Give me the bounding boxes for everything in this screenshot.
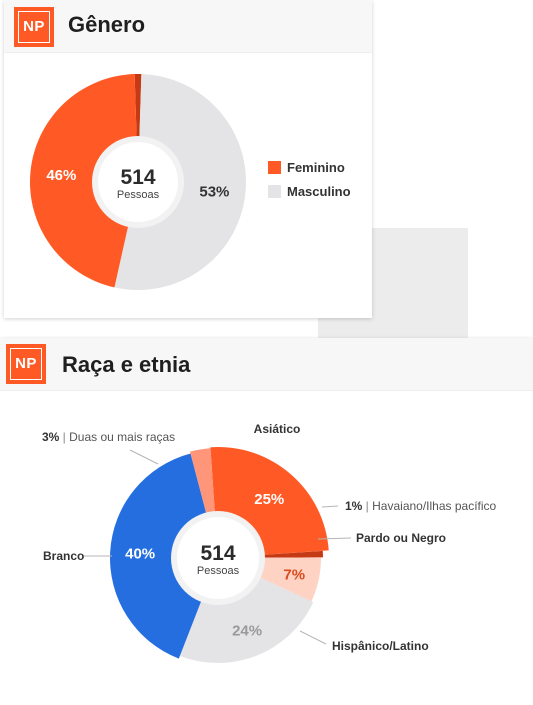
race-center-disc bbox=[177, 517, 259, 599]
race-outside-label-havaiano-ilhas-pacifico: 1% | Havaiano/Ilhas pacífico bbox=[345, 499, 497, 513]
race-value-label-asiatico: 25% bbox=[254, 491, 284, 508]
race-slice-branco bbox=[109, 453, 218, 659]
race-outside-label-asiatico: Asiático bbox=[254, 422, 301, 436]
legend-label-masculino: Masculino bbox=[287, 184, 351, 199]
race-outside-pct-havaiano-ilhas-pacifico: 1% bbox=[345, 499, 363, 513]
np-logo: NP bbox=[6, 344, 46, 384]
race-card: NP Raça e etnia 25% 7% 24% 40% Asiático 1% |… bbox=[0, 338, 533, 705]
race-card-header: NP Raça e etnia bbox=[0, 338, 533, 391]
np-logo-text: NP bbox=[10, 348, 42, 380]
gender-slice-outro bbox=[134, 74, 142, 182]
gender-value-label-feminino: 46% bbox=[46, 167, 76, 184]
race-center-label: Pessoas bbox=[197, 565, 240, 577]
gender-center-disc bbox=[98, 142, 178, 222]
np-logo: NP bbox=[14, 7, 54, 47]
race-outside-separator: | bbox=[362, 499, 372, 513]
race-value-label-hispanico-latino: 24% bbox=[232, 622, 262, 639]
race-outside-label-duas-ou-mais-racas: 3% | Duas ou mais raças bbox=[42, 430, 175, 444]
race-outside-text-havaiano-ilhas-pacifico: Havaiano/Ilhas pacífico bbox=[372, 499, 496, 513]
gender-center-label: Pessoas bbox=[117, 189, 160, 201]
race-center-value: 514 bbox=[200, 542, 235, 565]
race-outside-pct-duas-ou-mais-racas: 3% bbox=[42, 430, 60, 444]
gender-center-value: 514 bbox=[120, 166, 155, 189]
race-outside-label-branco: Branco bbox=[43, 549, 84, 563]
race-leader-line-havaiano-ilhas-pacifico bbox=[321, 505, 339, 508]
legend-label-feminino: Feminino bbox=[287, 160, 345, 175]
gender-card-header: NP Gênero bbox=[4, 0, 372, 53]
np-logo-text: NP bbox=[18, 11, 50, 43]
race-outside-label-hispanico-latino: Hispânico/Latino bbox=[332, 639, 429, 653]
race-outside-text-duas-ou-mais-racas: Duas ou mais raças bbox=[69, 430, 175, 444]
gender-value-label-masculino: 53% bbox=[199, 184, 229, 201]
race-outside-separator: | bbox=[59, 430, 69, 444]
race-leader-line-hispanico-latino bbox=[299, 630, 327, 645]
race-value-label-pardo-ou-negro: 7% bbox=[283, 567, 305, 584]
race-value-label-branco: 40% bbox=[125, 546, 155, 563]
race-leader-line-pardo-ou-negro bbox=[317, 537, 352, 540]
gender-title: Gênero bbox=[68, 12, 146, 37]
legend-swatch-masculino bbox=[268, 185, 281, 198]
race-title: Raça e etnia bbox=[62, 352, 191, 377]
gender-slice-feminino bbox=[29, 74, 139, 288]
race-leader-line-duas-ou-mais-racas bbox=[129, 449, 159, 465]
legend-swatch-feminino bbox=[268, 161, 281, 174]
gender-card: NP Gênero 53% 46% 514 Pessoas Feminino Ma… bbox=[4, 0, 372, 318]
race-outside-label-pardo-ou-negro: Pardo ou Negro bbox=[356, 531, 446, 545]
gender-chart: 53% 46% 514 Pessoas Feminino Masculino bbox=[29, 74, 351, 291]
race-chart: 25% 7% 24% 40% Asiático 1% | Havaiano/Ilhas … bbox=[42, 422, 497, 663]
